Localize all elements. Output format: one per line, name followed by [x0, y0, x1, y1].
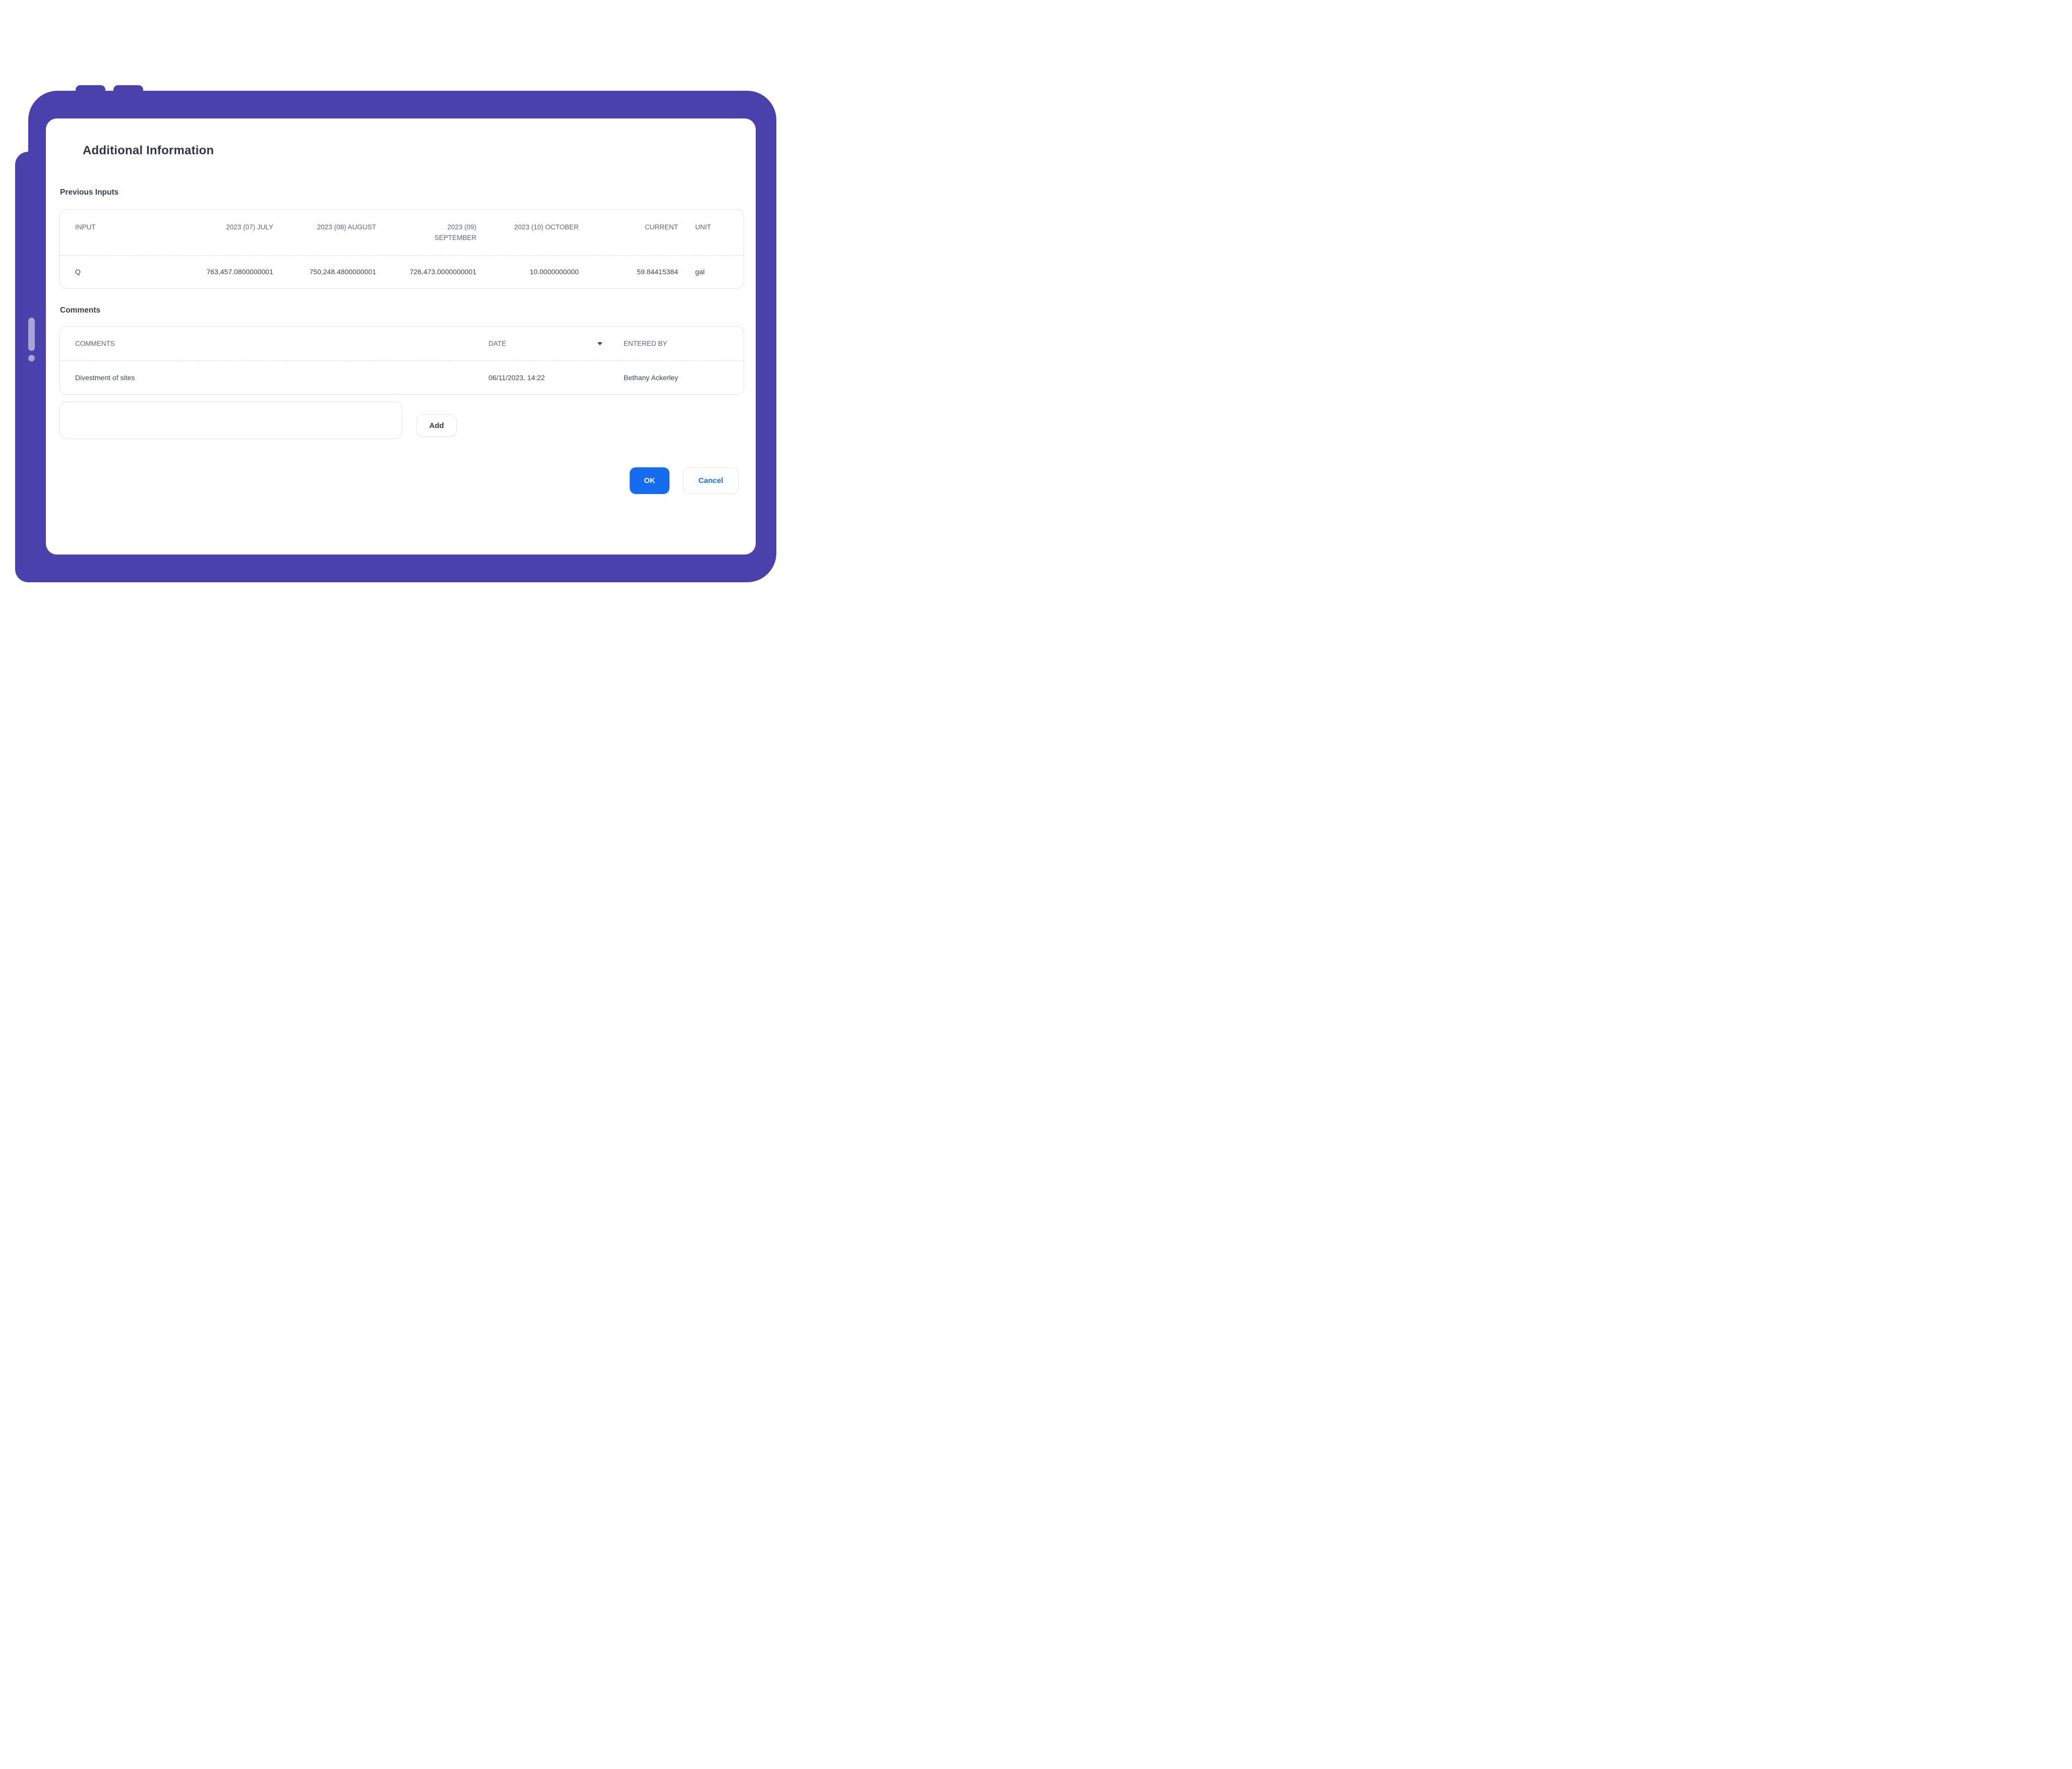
- cancel-button[interactable]: Cancel: [683, 467, 739, 494]
- volume-rocker-icon: [28, 318, 35, 351]
- previous-inputs-data-row: Q 763,457.0800000001 750,248.4800000001 …: [60, 256, 744, 288]
- july-value-cell: 763,457.0800000001: [206, 267, 273, 276]
- current-value-cell: 59.84415384: [637, 267, 678, 276]
- camera-dot-icon: [28, 355, 35, 361]
- comments-table: COMMENTS DATE ENTERED BY Divestment of s…: [59, 326, 744, 395]
- september-value-cell: 726,473.0000000001: [409, 267, 476, 276]
- comment-text-cell: Divestment of sites: [75, 373, 135, 382]
- ok-button[interactable]: OK: [630, 467, 669, 494]
- column-header-comments: COMMENTS: [75, 340, 115, 347]
- column-header-entered-by: ENTERED BY: [624, 340, 667, 347]
- new-comment-input[interactable]: [59, 402, 402, 439]
- sort-descending-icon[interactable]: [597, 342, 602, 345]
- column-header-september-text: 2023 (09) SEPTEMBER: [434, 223, 476, 241]
- column-header-july: 2023 (07) JULY: [226, 223, 273, 231]
- comment-row: Divestment of sites 06/11/2023, 14:22 Be…: [60, 361, 744, 394]
- add-comment-button[interactable]: Add: [416, 414, 457, 437]
- previous-inputs-table: INPUT 2023 (07) JULY 2023 (08) AUGUST 20…: [59, 209, 744, 289]
- august-value-cell: 750,248.4800000001: [309, 267, 376, 276]
- comments-label: Comments: [60, 306, 101, 315]
- input-name-cell: Q: [75, 267, 81, 276]
- comment-entered-by-cell: Bethany Ackerley: [624, 373, 679, 382]
- comment-date-cell: 06/11/2023, 14:22: [489, 373, 545, 382]
- october-value-cell: 10.0000000000: [529, 267, 579, 276]
- column-header-input: INPUT: [75, 223, 96, 231]
- column-header-september: 2023 (09) SEPTEMBER: [376, 222, 476, 255]
- column-header-october: 2023 (10) OCTOBER: [514, 223, 579, 231]
- previous-inputs-header-row: INPUT 2023 (07) JULY 2023 (08) AUGUST 20…: [60, 210, 744, 256]
- dialog-title: Additional Information: [83, 144, 214, 157]
- previous-inputs-label: Previous Inputs: [60, 188, 119, 197]
- unit-value-cell: gal: [695, 267, 705, 276]
- column-header-current: CURRENT: [645, 223, 678, 231]
- additional-information-dialog: Additional Information Previous Inputs I…: [46, 118, 756, 555]
- column-header-unit: UNIT: [695, 223, 711, 231]
- page: Additional Information Previous Inputs I…: [0, 0, 788, 673]
- column-header-date[interactable]: DATE: [489, 338, 624, 349]
- column-header-august: 2023 (08) AUGUST: [317, 223, 376, 231]
- date-header-text: DATE: [489, 340, 507, 347]
- comments-header-row: COMMENTS DATE ENTERED BY: [60, 327, 744, 361]
